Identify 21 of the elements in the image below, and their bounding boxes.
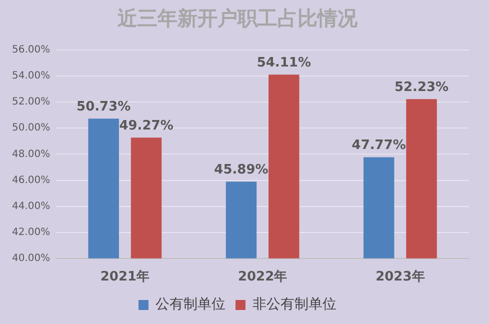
data-label: 50.73%	[76, 100, 131, 115]
data-label: 47.77%	[352, 138, 406, 154]
y-tick-label: 52.00%	[12, 96, 50, 108]
x-tick-label: 2023年	[376, 270, 425, 285]
legend-label: 非公有制单位	[252, 296, 336, 313]
y-tick-label: 48.00%	[12, 148, 50, 160]
y-tick-label: 46.00%	[12, 174, 50, 186]
x-tick-label: 2022年	[238, 270, 288, 285]
y-tick-label: 50.00%	[12, 122, 50, 134]
legend-label: 公有制单位	[156, 296, 226, 313]
y-tick-label: 40.00%	[12, 252, 50, 264]
y-tick-label: 56.00%	[12, 44, 50, 56]
y-tick-label: 42.00%	[12, 226, 50, 238]
data-label: 45.89%	[214, 162, 268, 178]
x-tick-label: 2021年	[100, 270, 150, 285]
data-label: 49.27%	[119, 118, 174, 134]
chart-title: 近三年新开户职工占比情况	[116, 6, 358, 30]
data-label: 54.11%	[256, 55, 311, 70]
y-tick-label: 54.00%	[12, 70, 50, 82]
y-tick-label: 44.00%	[12, 200, 50, 212]
data-label: 52.23%	[394, 80, 449, 95]
